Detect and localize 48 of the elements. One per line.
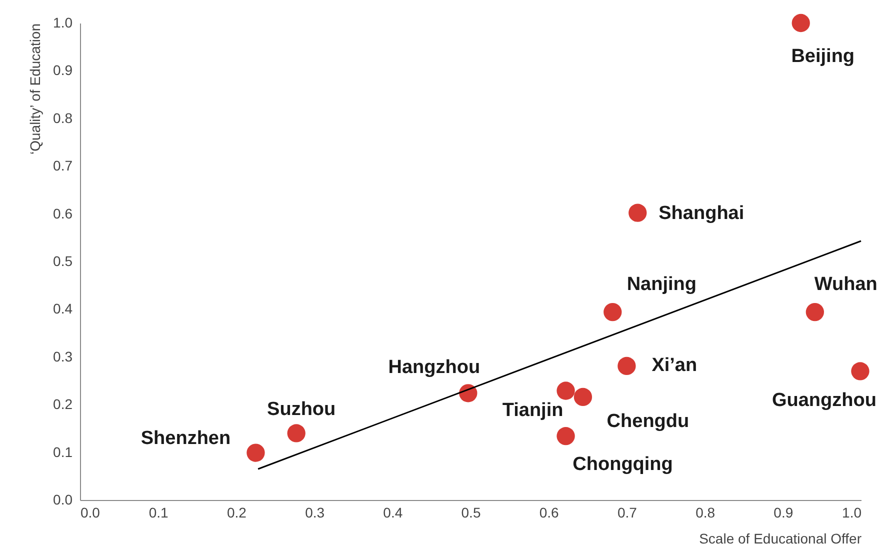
x-tick-label: 0.8 bbox=[696, 504, 716, 520]
point bbox=[604, 302, 622, 322]
annotation: Xi’an bbox=[652, 354, 698, 376]
y-tick-label: 0.1 bbox=[53, 444, 73, 460]
x-tick-label: 0.7 bbox=[617, 504, 638, 520]
point bbox=[459, 384, 478, 402]
y-axis-title: ‘Quality’ of Education bbox=[27, 24, 44, 154]
annotation: Beijing bbox=[791, 46, 855, 67]
annotation: Suzhou bbox=[267, 399, 336, 420]
y-tick-label: 0.3 bbox=[53, 348, 73, 364]
y-tick-label: 0.9 bbox=[53, 62, 73, 78]
point bbox=[556, 382, 575, 400]
annotation: Guangzhou bbox=[772, 390, 876, 412]
annotation: Shanghai bbox=[658, 202, 744, 224]
x-tick-label: 0.4 bbox=[383, 504, 403, 520]
point bbox=[628, 204, 647, 222]
point bbox=[806, 302, 824, 322]
x-tick-label: 0.6 bbox=[539, 504, 560, 520]
annotation: Chongqing bbox=[572, 454, 673, 476]
annotation: Shenzhen bbox=[140, 428, 231, 449]
point bbox=[574, 388, 592, 406]
annotation: Nanjing bbox=[626, 274, 696, 296]
y-tick-label: 0.6 bbox=[53, 205, 73, 222]
point bbox=[246, 444, 265, 462]
y-tick-label: 1.0 bbox=[53, 14, 73, 30]
point bbox=[792, 14, 810, 32]
x-tick-label: 1.0 bbox=[842, 504, 862, 520]
point bbox=[618, 356, 636, 376]
point bbox=[556, 427, 575, 446]
y-tick-label: 0.4 bbox=[53, 300, 73, 317]
x-tick-label: 0.5 bbox=[461, 504, 481, 520]
annotation: Chengdu bbox=[606, 410, 690, 432]
y-tick-label: 0.0 bbox=[53, 492, 73, 508]
annotation: Hangzhou bbox=[388, 357, 480, 378]
y-tick-label: 0.2 bbox=[53, 396, 73, 412]
y-tick-label: 0.5 bbox=[53, 253, 73, 269]
y-tick-label: 0.8 bbox=[53, 110, 73, 126]
x-axis-title: Scale of Educational Offer bbox=[699, 530, 862, 546]
x-tick-label: 0.3 bbox=[305, 504, 325, 520]
y-tick-label: 0.7 bbox=[53, 158, 73, 174]
x-tick-label: 0.0 bbox=[80, 504, 100, 520]
point bbox=[287, 424, 306, 442]
x-tick-label: 0.1 bbox=[148, 504, 169, 520]
x-tick-label: 0.2 bbox=[226, 504, 247, 520]
x-tick-label: 0.9 bbox=[774, 504, 794, 520]
point bbox=[851, 362, 870, 380]
annotation: Tianjin bbox=[502, 400, 564, 421]
annotation: Wuhan bbox=[814, 274, 878, 296]
